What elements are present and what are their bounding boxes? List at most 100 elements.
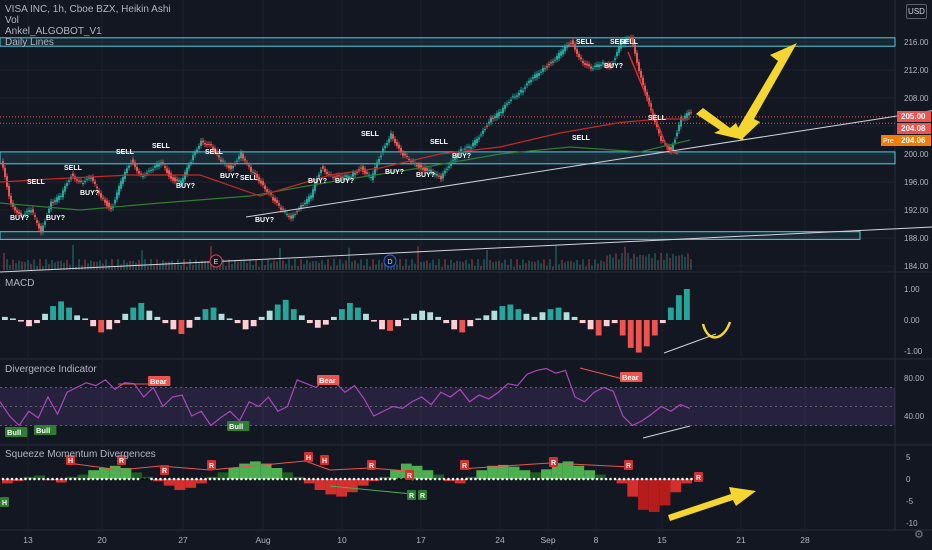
squeeze-bar xyxy=(347,479,358,493)
candle-body xyxy=(116,192,118,200)
candle-body xyxy=(16,210,18,213)
squeeze-marker-bg xyxy=(549,457,558,467)
squeeze-legend[interactable]: Squeeze Momentum Divergences xyxy=(5,449,156,460)
candle-body xyxy=(28,210,30,213)
algobot-legend[interactable]: Ankel_ALGOBOT_V1 xyxy=(5,26,102,37)
candle-body xyxy=(482,130,484,134)
candle-body xyxy=(260,180,262,184)
candle-body xyxy=(288,215,290,217)
candle-body xyxy=(390,133,392,139)
candle-body xyxy=(114,199,116,204)
volume-bar xyxy=(462,262,464,270)
pre-tag-label: Pre xyxy=(883,138,894,145)
candle-body xyxy=(506,103,508,105)
candle-body xyxy=(514,96,516,98)
macd-legend[interactable]: MACD xyxy=(5,278,35,289)
macd-bar xyxy=(379,320,385,330)
volume-bar xyxy=(372,259,374,270)
squeeze-dot xyxy=(159,477,162,481)
squeeze-marker-bg xyxy=(407,490,416,500)
settings-gear-icon[interactable]: ⚙ xyxy=(914,529,924,541)
macd-bar xyxy=(667,307,674,320)
candle-body xyxy=(316,178,318,184)
squeeze-dot xyxy=(136,477,140,481)
time-tick-label: 27 xyxy=(178,535,188,545)
vol-legend[interactable]: Vol xyxy=(5,15,19,26)
squeeze-dot xyxy=(591,477,594,481)
candle-body xyxy=(536,73,538,78)
volume-bar xyxy=(669,257,671,270)
squeeze-dot xyxy=(91,477,95,481)
candle-body xyxy=(542,67,544,72)
volume-bar xyxy=(198,262,200,270)
price-label: 204.06 xyxy=(901,136,926,145)
divergence-legend[interactable]: Divergence Indicator xyxy=(5,364,97,375)
candle-body xyxy=(328,173,330,175)
volume-bar xyxy=(21,261,23,270)
squeeze-dot xyxy=(541,477,545,481)
candle-body xyxy=(432,171,434,174)
candle-body xyxy=(612,63,614,66)
macd-bar xyxy=(130,307,137,320)
candle-body xyxy=(586,63,588,66)
volume-bar xyxy=(450,259,452,270)
squeeze-dot xyxy=(181,477,185,481)
candle-body xyxy=(320,169,322,173)
long-trendline xyxy=(0,226,932,273)
volume-bar xyxy=(57,261,59,270)
macd-bar xyxy=(74,315,81,320)
squeeze-tick-label: -10 xyxy=(906,519,918,528)
volume-bar xyxy=(594,259,596,270)
squeeze-dot xyxy=(519,477,522,481)
squeeze-bar xyxy=(88,470,100,479)
macd-bar xyxy=(282,299,289,320)
daily-lines-legend[interactable]: Daily Lines xyxy=(5,37,54,48)
volume-bar xyxy=(111,259,113,270)
squeeze-bar xyxy=(239,463,250,479)
volume-bar xyxy=(534,261,536,270)
candle-body xyxy=(8,185,10,197)
volume-bar xyxy=(135,262,137,270)
symbol-legend[interactable]: VISA INC, 1h, Cboe BZX, Heikin Ashi xyxy=(5,4,171,15)
currency-button[interactable]: USD xyxy=(906,4,927,19)
macd-bar xyxy=(66,307,73,320)
candle-body xyxy=(408,159,410,161)
squeeze-dot xyxy=(487,477,491,481)
candle-body xyxy=(638,62,640,72)
squeeze-dot xyxy=(492,477,495,481)
squeeze-bar xyxy=(616,479,628,484)
volume-bar xyxy=(240,261,242,270)
candle-body xyxy=(136,166,138,172)
volume-bar xyxy=(279,247,281,270)
volume-bar xyxy=(375,264,377,270)
candle-body xyxy=(576,49,578,55)
volume-bar xyxy=(585,266,587,270)
volume-bar xyxy=(201,260,203,270)
candle-body xyxy=(72,173,74,177)
squeeze-dot xyxy=(42,477,45,481)
bear-signal-label: Bear xyxy=(150,377,167,386)
squeeze-bar xyxy=(584,470,595,479)
candle-body xyxy=(364,168,366,174)
candle-body xyxy=(118,185,120,195)
squeeze-bar xyxy=(12,479,24,482)
candle-body xyxy=(346,175,348,178)
volume-bar xyxy=(357,263,359,270)
candle-body xyxy=(396,142,398,146)
candle-body xyxy=(334,176,336,178)
volume-bar xyxy=(477,259,479,270)
volume-bar xyxy=(39,259,41,270)
candle-body xyxy=(224,162,226,164)
candle-body xyxy=(220,159,222,162)
squeeze-r-marker: R xyxy=(409,493,414,500)
volume-bar xyxy=(291,265,293,270)
volume-bar xyxy=(333,259,335,270)
macd-bar xyxy=(563,312,570,320)
sell-signal-label: SELL xyxy=(572,135,591,142)
squeeze-dot xyxy=(69,477,72,481)
macd-bar xyxy=(355,307,361,320)
volume-bar xyxy=(180,265,182,270)
volume-bar xyxy=(612,257,614,270)
red-ma-line xyxy=(0,118,690,197)
macd-bar xyxy=(10,318,16,320)
